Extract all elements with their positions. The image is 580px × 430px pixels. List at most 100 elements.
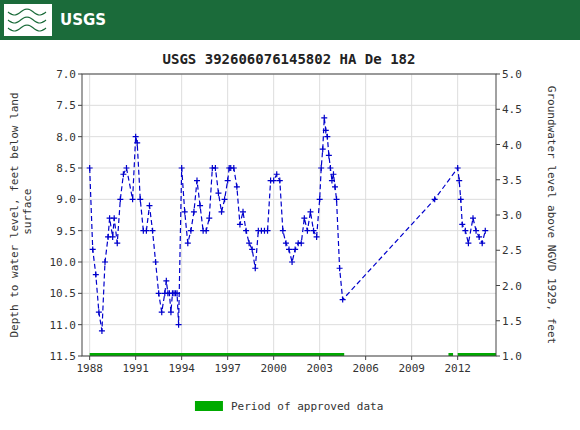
x-tick [89, 356, 90, 360]
marker [168, 309, 174, 315]
marker [176, 322, 182, 328]
x-tick-label: 2006 [352, 362, 379, 375]
y-tick [78, 105, 82, 106]
x-tick-label: 2000 [260, 362, 287, 375]
y2-tick-label: 4.0 [502, 139, 522, 152]
marker [456, 178, 462, 184]
y2-tick [496, 215, 500, 216]
y-tick-label: 8.5 [56, 162, 76, 175]
y-tick [78, 74, 82, 75]
y-tick [78, 230, 82, 231]
marker [90, 246, 96, 252]
marker [185, 240, 191, 246]
x-tick-label: 1997 [214, 362, 241, 375]
x-tick [457, 356, 458, 360]
x-tick [319, 356, 320, 360]
marker [482, 228, 488, 234]
marker [479, 240, 485, 246]
marker [203, 228, 209, 234]
marker [324, 134, 330, 140]
grid-line-x [365, 74, 366, 356]
marker [222, 196, 228, 202]
grid-line-x [319, 74, 320, 356]
markers [87, 115, 489, 334]
marker [225, 178, 231, 184]
marker [87, 165, 93, 171]
y2-tick [496, 250, 500, 251]
y-tick-label: 7.0 [56, 68, 76, 81]
x-tick-label: 2012 [444, 362, 471, 375]
y-tick-label: 10.0 [50, 256, 77, 269]
grid-line-y [82, 105, 496, 106]
y-tick [78, 168, 82, 169]
marker [182, 209, 188, 215]
y-tick [78, 199, 82, 200]
grid-line-x [273, 74, 274, 356]
x-tick [273, 356, 274, 360]
x-tick [181, 356, 182, 360]
marker [246, 240, 252, 246]
marker [163, 278, 169, 284]
series-line [90, 118, 486, 331]
legend: Period of approved data [195, 400, 383, 413]
marker [243, 228, 249, 234]
x-tick [227, 356, 228, 360]
x-tick-label: 1991 [122, 362, 149, 375]
y2-tick-label: 3.0 [502, 209, 522, 222]
y-axis: 7.07.58.08.59.09.510.010.511.011.5 [50, 68, 83, 363]
marker [137, 196, 143, 202]
marker [188, 228, 194, 234]
marker [110, 234, 116, 240]
marker [473, 228, 479, 234]
marker [252, 265, 258, 271]
marker [307, 209, 313, 215]
marker [340, 297, 346, 303]
marker [280, 228, 286, 234]
y-tick-label: 9.0 [56, 193, 76, 206]
y-tick-label: 9.5 [56, 225, 76, 238]
title: USGS 392606076145802 HA De 182 [163, 51, 416, 67]
marker [93, 272, 99, 278]
y-tick-label: 10.5 [50, 287, 77, 300]
page: {"chart_data": { "type": "line", "title"… [0, 0, 580, 430]
marker [317, 196, 323, 202]
legend-label: Period of approved data [231, 400, 383, 413]
y2-tick-label: 1.5 [502, 315, 522, 328]
marker [314, 234, 320, 240]
grid-line-x [227, 74, 228, 356]
marker [117, 196, 123, 202]
y-axis-label: Depth to water level, feet below land su… [8, 92, 34, 337]
logo-wave [8, 25, 46, 31]
marker [334, 196, 340, 202]
grid-line-x [457, 74, 458, 356]
y2-tick [496, 320, 500, 321]
y-tick-label: 11.0 [50, 319, 77, 332]
marker [301, 215, 307, 221]
marker [240, 209, 246, 215]
grid-line-y [82, 324, 496, 325]
marker [265, 228, 271, 234]
marker [143, 228, 149, 234]
marker [459, 221, 465, 227]
y-tick-label: 7.5 [56, 99, 76, 112]
x-tick [411, 356, 412, 360]
marker [153, 259, 159, 265]
grid-line-x [135, 74, 136, 356]
y2-tick-label: 5.0 [502, 68, 522, 81]
marker [320, 146, 326, 152]
y-tick-label: 8.0 [56, 131, 76, 144]
marker [318, 165, 324, 171]
marker [197, 203, 203, 209]
y2-tick [496, 285, 500, 286]
marker [96, 309, 102, 315]
marker [321, 115, 327, 121]
marker [174, 290, 180, 296]
marker [120, 171, 126, 177]
y2-axis-label: Groundwater level above NGVD 1929, feet [545, 86, 558, 344]
grid-line-x [89, 74, 90, 356]
grid [82, 74, 496, 356]
grid-line-x [411, 74, 412, 356]
y2-tick-label: 4.5 [502, 103, 522, 116]
marker [327, 165, 333, 171]
marker [330, 171, 336, 177]
